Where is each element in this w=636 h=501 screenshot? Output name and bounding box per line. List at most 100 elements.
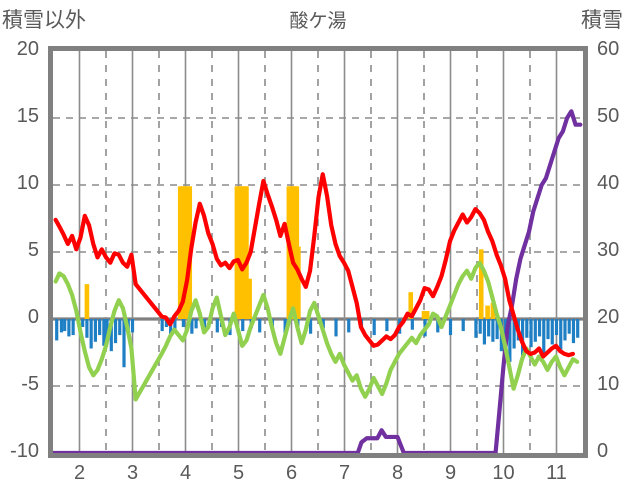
bar	[190, 319, 194, 334]
y-axis-tick-right: 0	[597, 440, 609, 462]
bar	[385, 319, 389, 332]
y-axis-tick-right: 10	[597, 373, 620, 395]
bar	[525, 319, 529, 338]
bar-series-降水量	[55, 319, 580, 368]
bar	[63, 319, 67, 332]
bar	[118, 319, 122, 336]
bar	[258, 319, 262, 333]
bar	[478, 249, 484, 319]
bar	[89, 319, 93, 349]
bar	[529, 319, 533, 348]
bar	[122, 319, 126, 368]
bar	[490, 302, 496, 319]
left-axis-unit-label: 積雪以外	[2, 9, 86, 32]
y-axis-tick-left: 5	[27, 239, 39, 261]
bar	[109, 319, 113, 352]
y-axis-tick-left: 20	[16, 38, 39, 60]
bar	[59, 319, 64, 333]
y-axis-tick-right: 50	[597, 105, 620, 127]
bar	[169, 319, 173, 336]
bar	[559, 319, 563, 350]
x-axis-tick: 7	[338, 462, 351, 484]
bar	[130, 319, 135, 333]
x-axis-tick: 11	[546, 462, 567, 484]
bar	[542, 319, 546, 354]
y-axis-tick-left: -5	[21, 373, 39, 395]
y-axis-tick-right: 30	[597, 239, 620, 261]
bar	[550, 319, 554, 345]
bar	[105, 319, 109, 340]
bar	[85, 319, 89, 338]
x-axis-tick: 2	[73, 462, 86, 484]
line-series-最高気温	[53, 172, 576, 359]
bar	[424, 310, 430, 319]
bar	[113, 319, 118, 344]
bar	[81, 319, 85, 328]
y-axis-tick-left: 15	[16, 105, 39, 127]
x-axis-tick: 6	[285, 462, 298, 484]
bar	[563, 319, 567, 341]
x-axis-tick: 10	[492, 462, 515, 484]
bar	[537, 319, 542, 337]
bar	[247, 278, 252, 319]
bar	[55, 319, 59, 341]
bar	[67, 319, 71, 337]
bar	[478, 319, 482, 334]
bar	[202, 319, 207, 332]
bar	[98, 319, 102, 336]
bar	[567, 319, 571, 334]
y-axis-tick-left: 0	[27, 306, 39, 328]
chart-title: 酸ケ湯	[289, 11, 347, 32]
bar	[93, 319, 97, 342]
bar	[160, 319, 164, 332]
x-axis-tick: 9	[444, 462, 457, 484]
bar	[71, 319, 75, 336]
line-series-最低気温	[53, 260, 580, 402]
bar	[410, 319, 414, 330]
y-axis-tick-right: 20	[597, 306, 620, 328]
y-axis-tick-left: 10	[16, 172, 39, 194]
bar	[508, 319, 512, 362]
bar	[321, 319, 325, 329]
bar	[84, 284, 90, 319]
plot-inner	[53, 51, 583, 453]
bar	[533, 319, 537, 342]
bar	[244, 186, 249, 319]
bar	[487, 319, 491, 337]
bar	[308, 319, 313, 334]
chart-canvas	[53, 51, 583, 453]
bar	[512, 319, 516, 349]
bar	[495, 319, 499, 340]
bar	[474, 319, 478, 338]
bar	[421, 310, 427, 319]
bar	[296, 246, 301, 319]
bar	[215, 319, 219, 333]
bar	[461, 319, 465, 332]
y-axis-tick-right: 60	[597, 38, 620, 60]
bar	[448, 319, 453, 336]
x-axis-tick: 3	[126, 462, 139, 484]
bar	[554, 319, 559, 336]
bar	[546, 319, 550, 340]
bar	[334, 319, 338, 337]
bar	[408, 292, 414, 319]
bar	[241, 319, 245, 332]
bar	[436, 319, 440, 333]
bar	[102, 319, 106, 346]
bar	[372, 319, 376, 336]
y-axis-tick-left: -10	[10, 440, 39, 462]
bar	[571, 319, 576, 344]
bar	[181, 319, 185, 328]
bar	[164, 319, 169, 328]
bar	[194, 319, 198, 329]
y-axis-tick-right: 40	[597, 172, 620, 194]
x-axis-tick: 8	[391, 462, 404, 484]
plot-area	[48, 46, 588, 458]
bar	[491, 319, 495, 342]
line-series-積雪深	[53, 109, 583, 453]
bar	[576, 319, 580, 338]
right-axis-unit-label: 積雪	[581, 9, 623, 32]
x-axis-tick: 4	[179, 462, 192, 484]
bar	[347, 319, 351, 333]
